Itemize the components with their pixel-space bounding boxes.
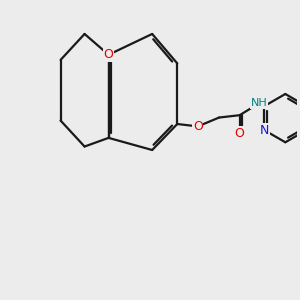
Text: N: N <box>260 124 269 137</box>
Text: O: O <box>193 120 203 133</box>
Text: O: O <box>235 127 244 140</box>
Text: O: O <box>103 48 113 61</box>
Text: NH: NH <box>250 98 267 108</box>
